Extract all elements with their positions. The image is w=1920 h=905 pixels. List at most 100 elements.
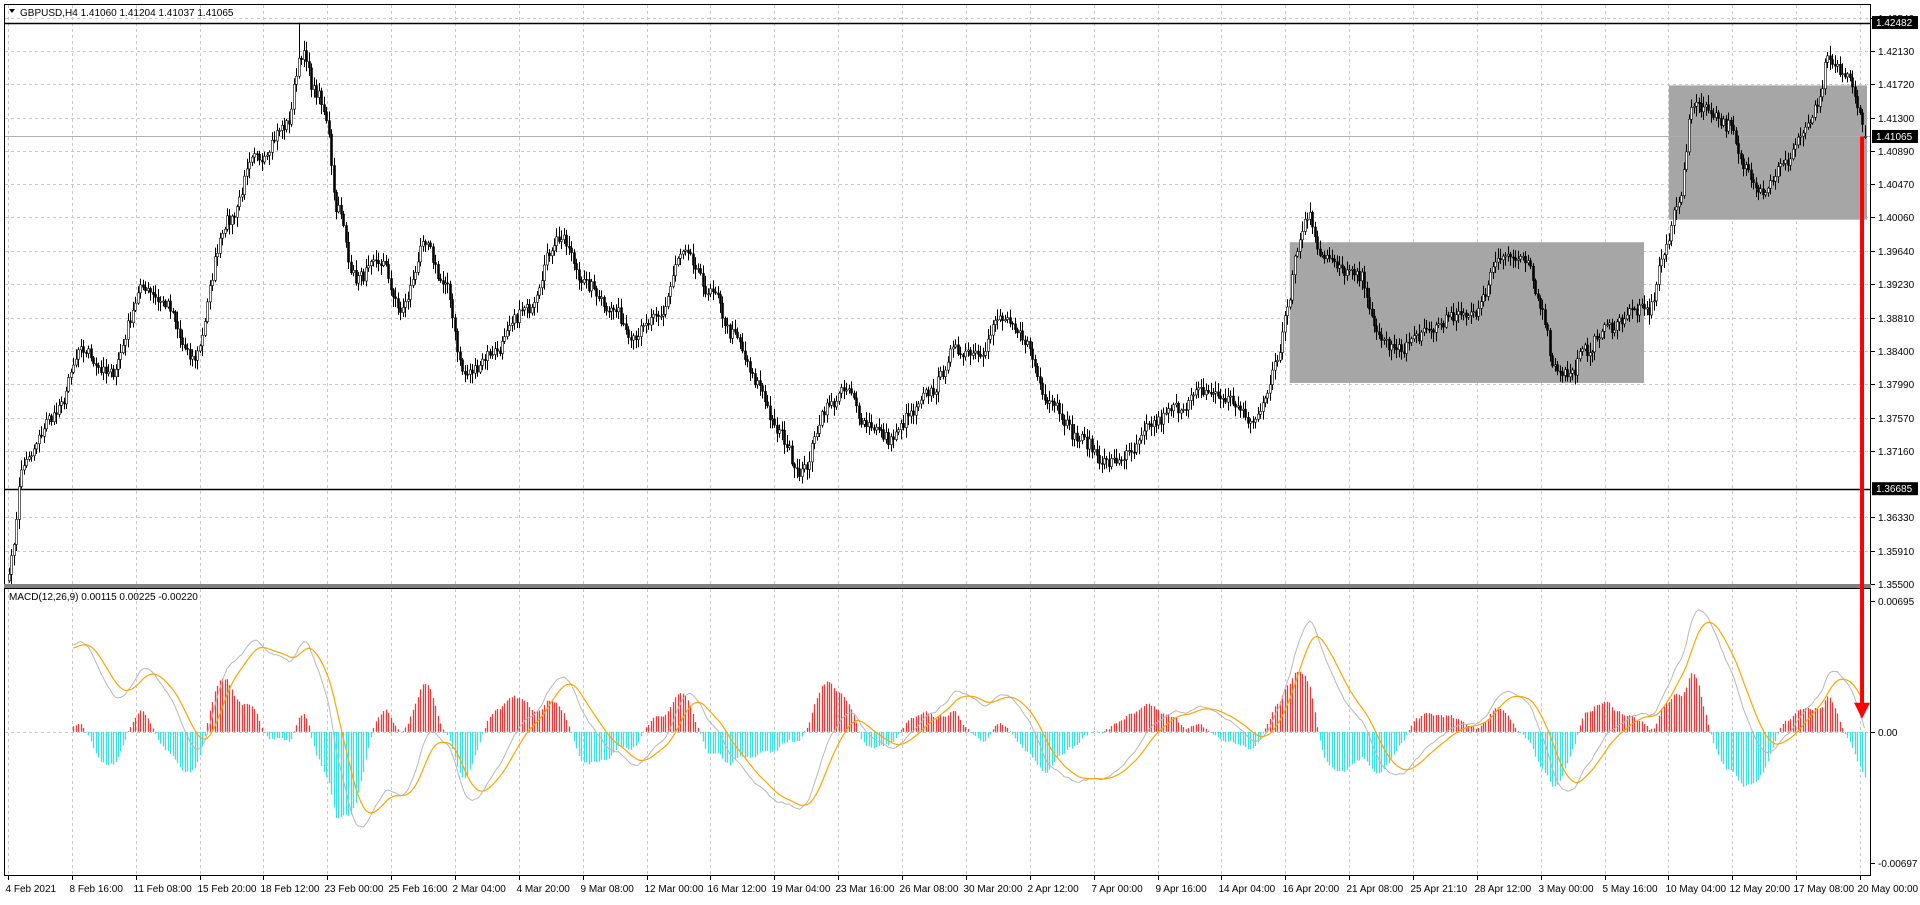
- candle-body: [402, 307, 405, 313]
- candle-body: [1499, 258, 1502, 261]
- candle-body: [13, 544, 16, 556]
- candle-body: [258, 154, 261, 161]
- candle-body: [139, 284, 142, 294]
- candle-body: [754, 373, 757, 386]
- candle-body: [1276, 359, 1279, 362]
- candle-body: [82, 346, 85, 353]
- candle-body: [954, 344, 957, 348]
- candle-body: [736, 331, 739, 338]
- candle-body: [1717, 112, 1720, 119]
- candle-body: [1338, 264, 1341, 269]
- candle-body: [102, 366, 105, 373]
- candle-body: [23, 465, 26, 471]
- candle-body: [890, 436, 893, 445]
- candle-body: [1371, 308, 1374, 317]
- candle-body: [149, 288, 152, 293]
- price-tick-label: 1.40890: [1878, 147, 1915, 158]
- candle-body: [1457, 311, 1460, 316]
- candle-body: [486, 351, 489, 361]
- candle-body: [560, 239, 563, 242]
- candle-body: [1051, 400, 1054, 403]
- candle-body: [1029, 340, 1032, 350]
- candle-body: [1524, 256, 1527, 264]
- time-tick-label: 2 Mar 04:00: [453, 884, 507, 895]
- candle-body: [328, 120, 331, 135]
- candle-body: [1420, 331, 1423, 342]
- candle-body: [1747, 164, 1750, 171]
- candle-body: [40, 434, 43, 437]
- candle-body: [1705, 104, 1708, 108]
- candle-body: [1046, 400, 1049, 404]
- candle-body: [53, 412, 56, 422]
- candle-body: [1512, 256, 1515, 259]
- candle-body: [870, 422, 873, 429]
- candle-body: [726, 324, 729, 327]
- candle-body: [293, 84, 296, 110]
- candle-body: [8, 574, 11, 582]
- candle-body: [117, 359, 120, 370]
- candle-body: [640, 325, 643, 337]
- candle-body: [1574, 369, 1577, 376]
- candle-body: [459, 351, 462, 361]
- candle-body: [1809, 122, 1812, 125]
- candle-body: [801, 468, 804, 477]
- candle-body: [58, 405, 61, 415]
- candle-body: [494, 348, 497, 355]
- candle-body: [1787, 159, 1790, 166]
- down-arrow-icon[interactable]: [1854, 702, 1871, 719]
- candle-body: [119, 352, 122, 360]
- candle-body: [744, 350, 747, 360]
- candle-body: [105, 366, 108, 374]
- candle-body: [1551, 355, 1554, 367]
- time-tick-label: 2 Apr 12:00: [1028, 884, 1080, 895]
- price-tick-label: 1.39230: [1878, 280, 1915, 291]
- range-box[interactable]: [1668, 85, 1867, 220]
- collapse-triangle-icon[interactable]: [9, 9, 15, 13]
- candle-body: [637, 336, 640, 340]
- candle-body: [1229, 395, 1232, 398]
- candle-body: [1135, 443, 1138, 453]
- macd-tick-label: 0.00695: [1878, 597, 1915, 608]
- candle-body: [977, 350, 980, 355]
- candle-body: [538, 287, 541, 296]
- candle-body: [860, 418, 863, 425]
- candle-body: [811, 443, 814, 463]
- candle-body: [466, 373, 469, 376]
- candle-body: [246, 168, 249, 177]
- candle-body: [501, 341, 504, 354]
- candle-body: [1098, 455, 1101, 464]
- candle-body: [1170, 408, 1173, 412]
- candle-body: [565, 234, 568, 247]
- candle-body: [1053, 401, 1056, 406]
- candle-body: [932, 387, 935, 395]
- candle-body: [1044, 394, 1047, 401]
- candle-body: [731, 329, 734, 339]
- candle-body: [1616, 321, 1619, 331]
- candle-body: [897, 429, 900, 433]
- candle-body: [231, 215, 234, 225]
- price-tick-label: 1.38400: [1878, 347, 1915, 358]
- candle-body: [1576, 358, 1579, 376]
- candle-body: [1549, 330, 1552, 357]
- candle-body: [1836, 63, 1839, 67]
- candle-body: [1564, 369, 1567, 376]
- time-tick-label: 23 Mar 16:00: [836, 884, 895, 895]
- candle-body: [1432, 329, 1435, 333]
- candle-body: [845, 389, 848, 392]
- candle-body: [43, 428, 46, 437]
- candle-body: [77, 349, 80, 360]
- candle-body: [1494, 261, 1497, 268]
- candle-body: [1034, 359, 1037, 367]
- candle-body: [1249, 420, 1252, 424]
- candle-body: [1750, 169, 1753, 180]
- candle-body: [1380, 334, 1383, 341]
- candle-body: [875, 426, 878, 431]
- candle-body: [1715, 112, 1718, 118]
- candle-body: [1821, 88, 1824, 98]
- candle-body: [1289, 299, 1292, 308]
- candle-body: [1650, 301, 1653, 316]
- candle-body: [1730, 120, 1733, 126]
- candle-body: [110, 368, 113, 373]
